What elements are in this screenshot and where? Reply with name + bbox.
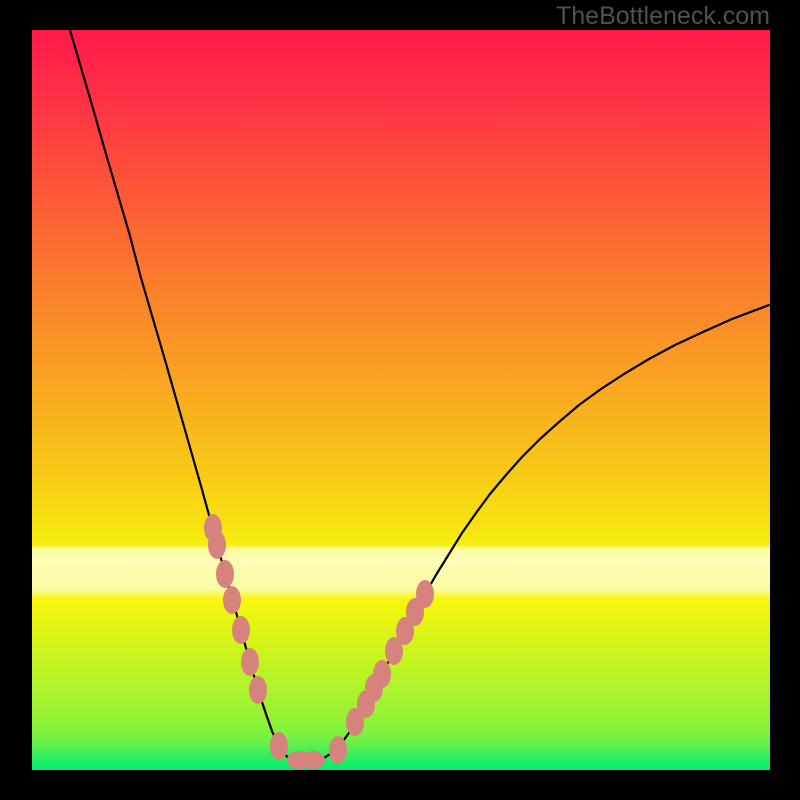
data-marker (223, 586, 241, 614)
data-marker (301, 751, 325, 769)
watermark-text: TheBottleneck.com (556, 2, 770, 31)
data-marker (216, 560, 234, 588)
data-marker (208, 531, 226, 559)
chart-root: TheBottleneck.com (0, 0, 800, 800)
data-marker (241, 648, 259, 676)
data-marker (416, 580, 434, 608)
data-marker (270, 732, 288, 760)
chart-svg (0, 0, 800, 800)
data-marker (373, 660, 391, 688)
data-marker (329, 736, 347, 764)
data-marker (232, 616, 250, 644)
data-marker (249, 676, 267, 704)
